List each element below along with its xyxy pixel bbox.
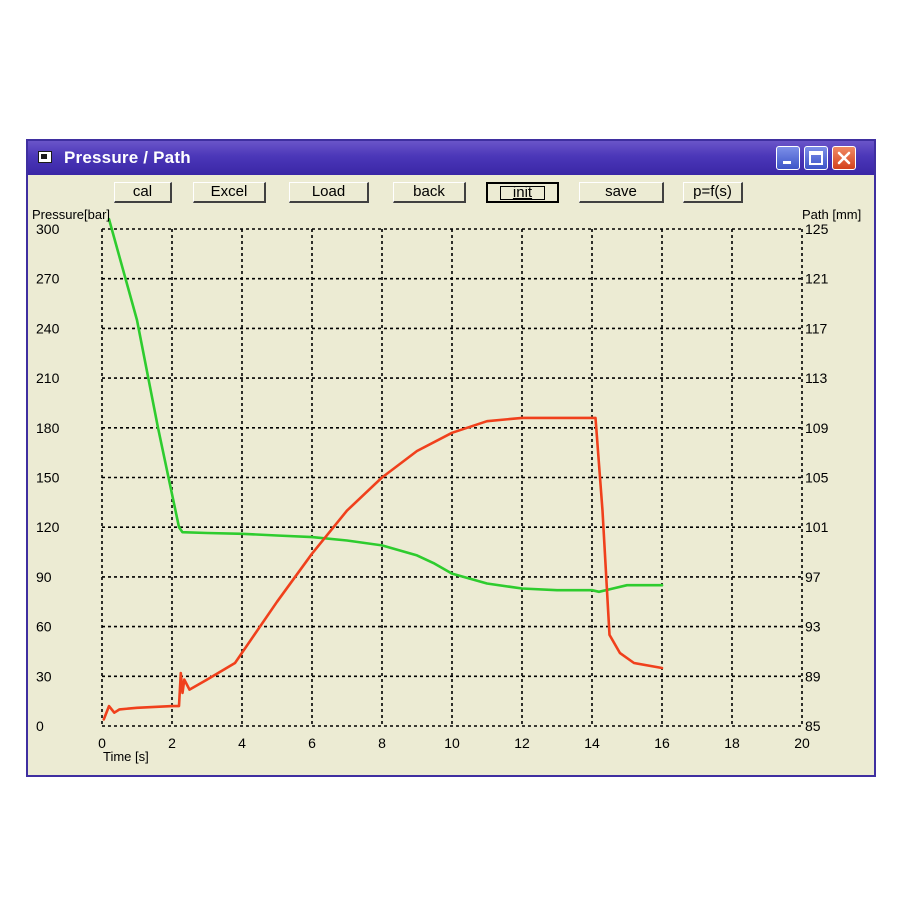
left-tick-label: 120 [36,519,60,535]
window-title: Pressure / Path [64,148,191,167]
x-tick-label: 12 [514,735,530,751]
right-tick-label: 97 [805,569,821,585]
x-tick-label: 2 [168,735,176,751]
close-icon [837,151,851,165]
pfs-button-label: p=f(s) [693,183,732,200]
pressure-series-line [107,217,664,594]
right-tick-label: 117 [805,320,828,336]
close-button[interactable] [832,146,856,170]
cal-button[interactable]: cal [114,182,172,203]
init-button[interactable]: init [486,182,559,203]
left-tick-label: 150 [36,470,60,486]
right-tick-label: 105 [805,470,829,486]
x-tick-label: 10 [444,735,460,751]
excel-button[interactable]: Excel [193,182,266,203]
left-tick-label: 0 [36,718,44,734]
right-tick-label: 89 [805,668,821,684]
left-tick-label: 90 [36,569,52,585]
load-button[interactable]: Load [289,182,369,203]
x-tick-label: 14 [584,735,600,751]
back-button[interactable]: back [393,182,466,203]
minimize-icon [783,161,791,164]
right-tick-label: 125 [805,221,829,237]
excel-button-label: Excel [210,183,248,200]
maximize-icon [809,151,823,165]
pressure-path-chart: 0 2 4 6 8 10 12 14 16 18 20 0 85 30 89 60 93 90 97 120 101 15… [36,217,829,751]
left-tick-label: 210 [36,370,60,386]
right-tick-label: 113 [805,370,828,386]
x-tick-label: 6 [308,735,316,751]
left-tick-label: 30 [36,668,52,684]
right-tick-label: 121 [805,271,829,287]
back-button-label: back [413,183,445,200]
app-window-icon [38,151,52,163]
path-series-line [102,416,664,721]
load-button-label: Load [311,183,346,200]
save-button[interactable]: save [579,182,664,203]
right-tick-label: 85 [805,718,821,734]
init-button-label: init [499,185,546,200]
title-bar[interactable]: Pressure / Path [28,141,874,175]
left-tick-label: 300 [36,221,60,237]
x-tick-label: 18 [724,735,740,751]
save-button-label: save [605,183,637,200]
left-tick-label: 270 [36,271,60,287]
right-tick-label: 101 [805,519,829,535]
cal-button-label: cal [132,183,153,200]
left-axis-title: Pressure[bar] [32,207,111,222]
x-tick-label: 0 [98,735,106,751]
right-tick-label: 93 [805,619,821,635]
x-tick-label: 8 [378,735,386,751]
minimize-button[interactable] [776,146,800,170]
x-tick-label: 4 [238,735,246,751]
right-tick-label: 109 [805,420,829,436]
maximize-button[interactable] [804,146,828,170]
left-tick-label: 60 [36,619,52,635]
x-tick-label: 16 [654,735,670,751]
right-axis-title: Path [mm] [802,207,862,222]
left-tick-label: 180 [36,420,60,436]
pressure-path-window: Pressure / Path cal Excel Load back init… [26,139,876,777]
x-tick-label: 20 [794,735,810,751]
pfs-button[interactable]: p=f(s) [683,182,743,203]
x-axis-title: Time [s] [103,749,149,764]
left-tick-label: 240 [36,320,60,336]
